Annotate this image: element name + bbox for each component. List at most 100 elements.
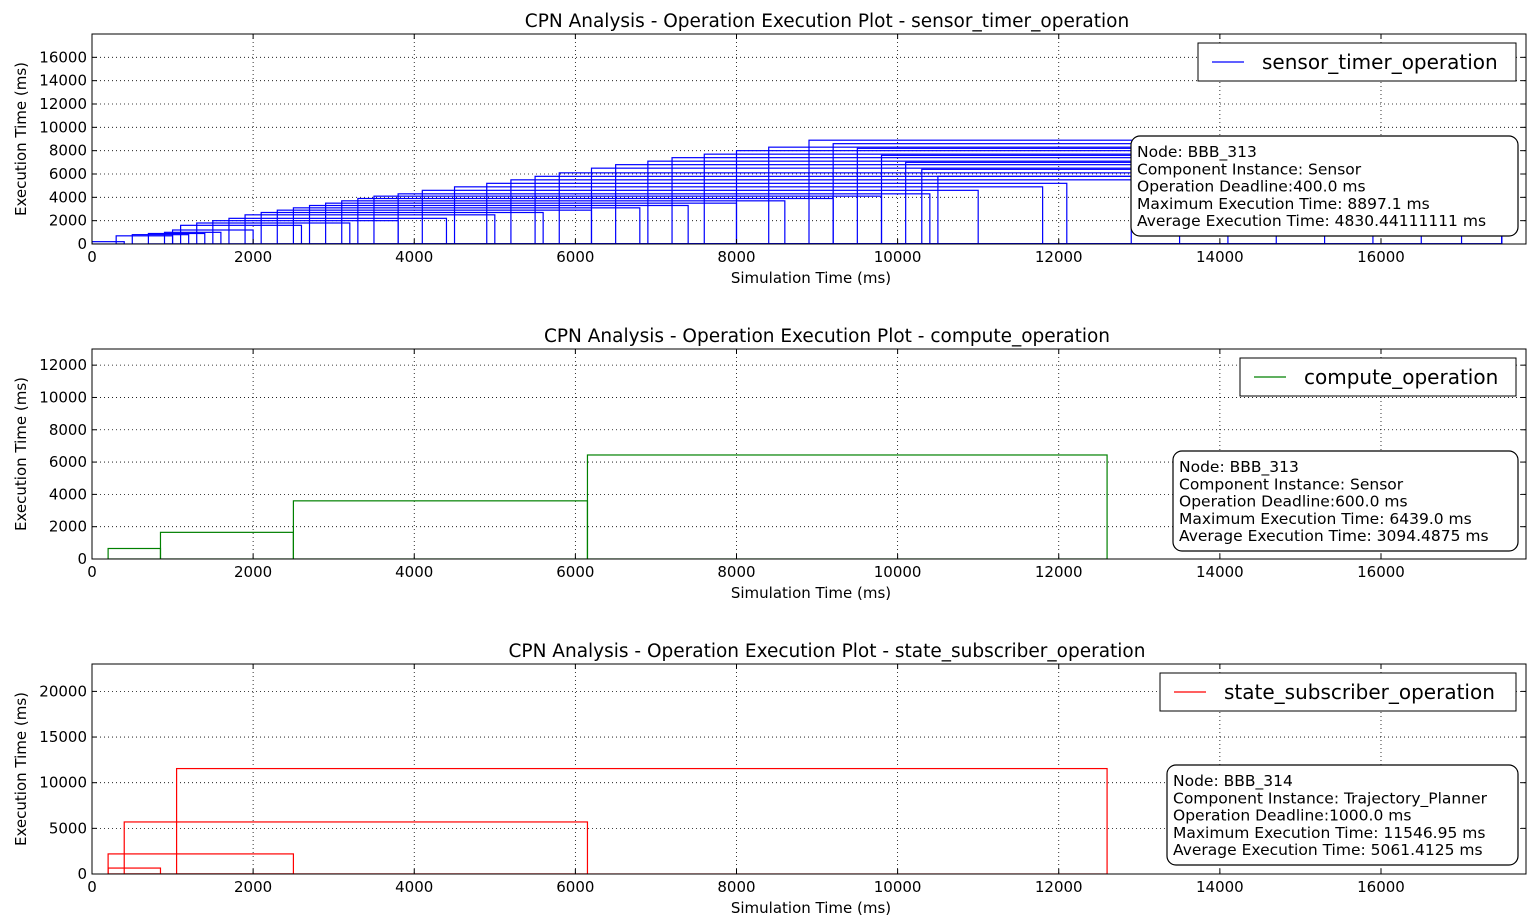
execution-rect bbox=[196, 222, 351, 244]
execution-rect bbox=[292, 500, 589, 559]
x-tick-label: 4000 bbox=[395, 248, 433, 266]
plot-frame bbox=[91, 33, 1527, 245]
series-state_subscriber_operation bbox=[107, 767, 1108, 874]
x-tick-label: 0 bbox=[87, 563, 97, 581]
y-axis-label: Execution Time (ms) bbox=[12, 377, 30, 531]
chart-title: CPN Analysis - Operation Execution Plot … bbox=[525, 11, 1129, 32]
info-box-frame bbox=[1130, 135, 1519, 237]
x-tick-label: 4000 bbox=[395, 878, 433, 896]
info-deadline: Operation Deadline:600.0 ms bbox=[1179, 493, 1408, 511]
execution-rect bbox=[159, 531, 295, 559]
y-tick-label: 8000 bbox=[49, 421, 87, 439]
info-node: Node: BBB_313 bbox=[1137, 143, 1257, 162]
plot-frame bbox=[91, 348, 1527, 560]
info-component: Component Instance: Trajectory_Planner bbox=[1173, 789, 1488, 808]
x-tick-label: 14000 bbox=[1196, 878, 1244, 896]
info-avg-exec: Average Execution Time: 5061.4125 ms bbox=[1173, 841, 1483, 859]
x-tick-label: 4000 bbox=[395, 563, 433, 581]
info-max-exec: Maximum Execution Time: 11546.95 ms bbox=[1173, 824, 1485, 842]
legend-box bbox=[1159, 672, 1517, 712]
x-axis-label: Simulation Time (ms) bbox=[731, 584, 891, 602]
info-component: Component Instance: Sensor bbox=[1179, 475, 1404, 493]
x-tick-label: 6000 bbox=[556, 878, 594, 896]
y-tick-label: 15000 bbox=[39, 728, 87, 746]
y-tick-label: 2000 bbox=[49, 212, 87, 230]
legend: state_subscriber_operation bbox=[1159, 672, 1517, 712]
info-box-frame bbox=[1172, 450, 1519, 552]
execution-rect bbox=[586, 454, 1108, 559]
info-deadline: Operation Deadline:1000.0 ms bbox=[1173, 807, 1411, 825]
execution-rect bbox=[260, 211, 544, 244]
y-tick-label: 2000 bbox=[49, 518, 87, 536]
x-axis-label: Simulation Time (ms) bbox=[731, 899, 891, 917]
y-axis-label: Execution Time (ms) bbox=[12, 62, 30, 216]
legend: compute_operation bbox=[1239, 357, 1517, 397]
execution-rect bbox=[510, 179, 1132, 244]
x-tick-label: 0 bbox=[87, 248, 97, 266]
y-tick-label: 12000 bbox=[39, 356, 87, 374]
execution-rect bbox=[107, 853, 295, 874]
execution-rect bbox=[180, 224, 303, 244]
execution-rect bbox=[292, 207, 641, 244]
y-tick-label: 10000 bbox=[39, 118, 87, 136]
info-avg-exec: Average Execution Time: 4830.44111111 ms bbox=[1137, 212, 1486, 230]
plot-frame bbox=[91, 663, 1527, 875]
info-max-exec: Maximum Execution Time: 8897.1 ms bbox=[1137, 195, 1430, 213]
y-tick-label: 12000 bbox=[39, 95, 87, 113]
y-tick-label: 4000 bbox=[49, 188, 87, 206]
y-tick-label: 5000 bbox=[49, 819, 87, 837]
execution-rect bbox=[123, 821, 589, 874]
y-tick-label: 20000 bbox=[39, 682, 87, 700]
x-tick-label: 0 bbox=[87, 878, 97, 896]
info-avg-exec: Average Execution Time: 3094.4875 ms bbox=[1179, 527, 1489, 545]
info-component: Component Instance: Sensor bbox=[1137, 160, 1362, 178]
execution-rect bbox=[308, 204, 689, 244]
execution-rect bbox=[147, 232, 206, 244]
y-tick-label: 0 bbox=[77, 550, 87, 568]
x-tick-label: 2000 bbox=[234, 563, 272, 581]
chart-panel-2: 0 2000 4000 6000 8000 10000 12000 14000 16000 0 20… bbox=[12, 326, 1527, 602]
x-tick-label: 10000 bbox=[874, 248, 922, 266]
execution-rect bbox=[107, 867, 162, 874]
legend-box bbox=[1197, 42, 1517, 82]
y-tick-label: 10000 bbox=[39, 774, 87, 792]
y-tick-label: 0 bbox=[77, 235, 87, 253]
x-tick-label: 6000 bbox=[556, 563, 594, 581]
x-tick-label: 16000 bbox=[1357, 248, 1405, 266]
execution-rect bbox=[486, 182, 1068, 244]
x-tick-label: 2000 bbox=[234, 248, 272, 266]
chart-panel-3: 0 2000 4000 6000 8000 10000 12000 14000 16000 0 50… bbox=[12, 641, 1527, 917]
execution-rect bbox=[325, 202, 738, 244]
info-node: Node: BBB_314 bbox=[1173, 772, 1293, 791]
execution-rect bbox=[175, 767, 1108, 874]
x-tick-label: 12000 bbox=[1035, 878, 1083, 896]
x-tick-label: 14000 bbox=[1196, 563, 1244, 581]
info-box-frame bbox=[1166, 764, 1519, 866]
x-tick-label: 10000 bbox=[874, 878, 922, 896]
y-tick-label: 16000 bbox=[39, 48, 87, 66]
legend: sensor_timer_operation bbox=[1197, 42, 1517, 82]
series-compute_operation bbox=[107, 454, 1108, 559]
chart-title: CPN Analysis - Operation Execution Plot … bbox=[544, 326, 1110, 347]
x-tick-label: 12000 bbox=[1035, 563, 1083, 581]
x-tick-label: 8000 bbox=[717, 563, 755, 581]
y-tick-label: 10000 bbox=[39, 388, 87, 406]
y-axis-label: Execution Time (ms) bbox=[12, 692, 30, 846]
info-node: Node: BBB_313 bbox=[1179, 458, 1299, 477]
x-tick-label: 2000 bbox=[234, 878, 272, 896]
y-tick-label: 8000 bbox=[49, 142, 87, 160]
legend-label: sensor_timer_operation bbox=[1262, 50, 1498, 74]
execution-rect bbox=[244, 214, 496, 244]
y-tick-label: 14000 bbox=[39, 72, 87, 90]
x-tick-label: 10000 bbox=[874, 563, 922, 581]
info-max-exec: Maximum Execution Time: 6439.0 ms bbox=[1179, 510, 1472, 528]
y-tick-label: 0 bbox=[77, 865, 87, 883]
x-tick-label: 8000 bbox=[717, 878, 755, 896]
x-tick-label: 8000 bbox=[717, 248, 755, 266]
chart-title: CPN Analysis - Operation Execution Plot … bbox=[509, 641, 1146, 662]
